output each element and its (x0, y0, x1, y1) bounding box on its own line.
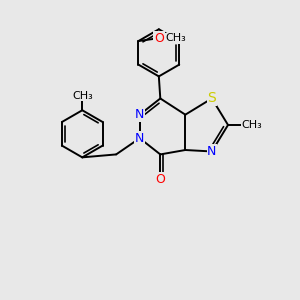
Text: N: N (135, 108, 144, 121)
Text: O: O (154, 32, 164, 45)
Text: CH₃: CH₃ (166, 33, 187, 43)
Text: N: N (207, 145, 217, 158)
Text: N: N (135, 132, 144, 145)
Text: S: S (208, 92, 216, 106)
Text: O: O (155, 173, 165, 186)
Text: CH₃: CH₃ (72, 91, 93, 100)
Text: CH₃: CH₃ (241, 120, 262, 130)
